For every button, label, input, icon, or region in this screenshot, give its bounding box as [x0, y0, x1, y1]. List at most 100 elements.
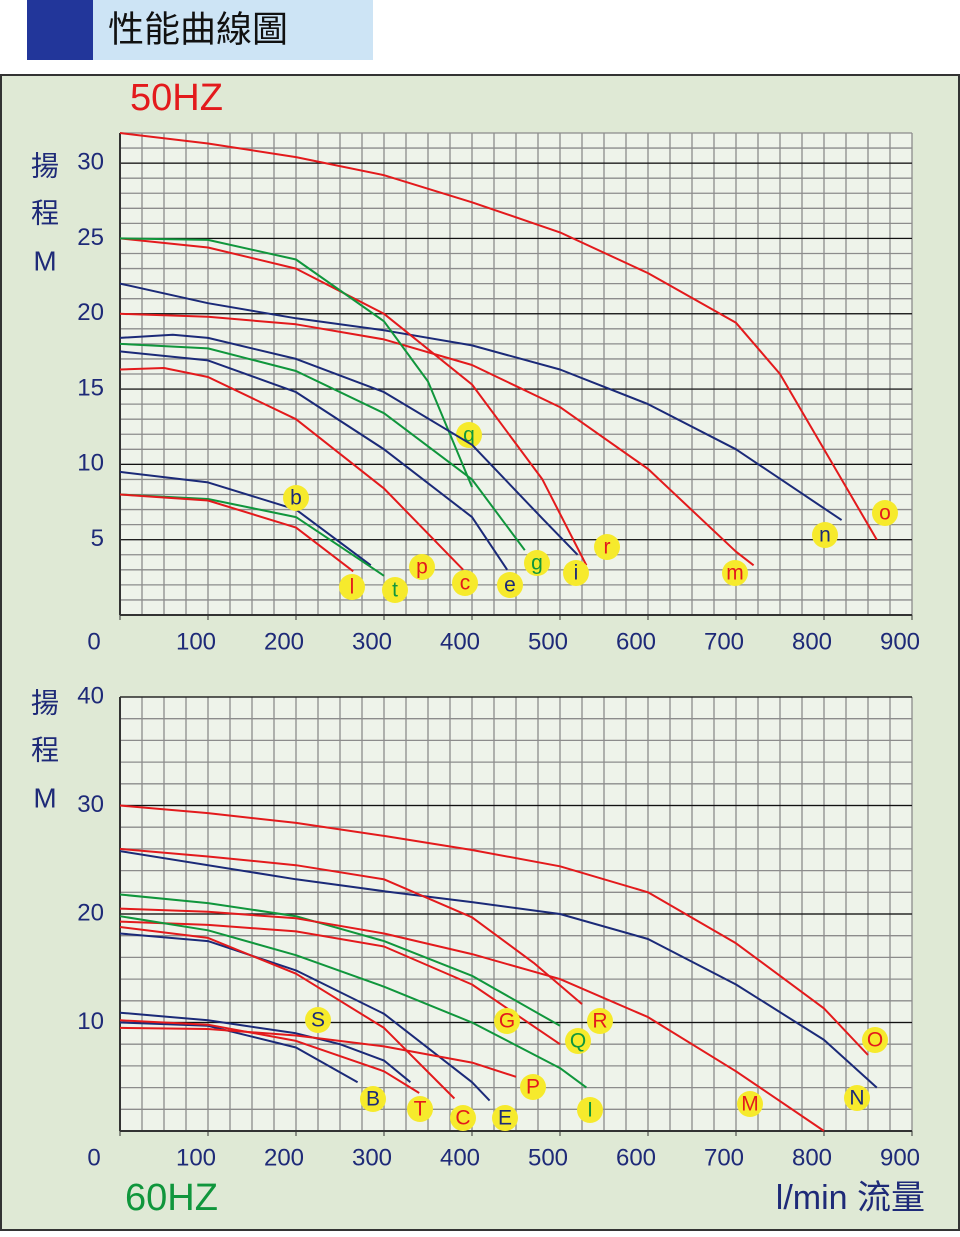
chart-title: 50HZ	[130, 77, 223, 119]
curve-label: Q	[570, 1030, 586, 1053]
curve-label: R	[592, 1010, 607, 1033]
curve-label-badge	[409, 554, 435, 580]
header-title: 性能曲線圖	[108, 9, 288, 50]
y-axis-label: 揚	[31, 687, 59, 718]
y-axis-label: M	[33, 245, 56, 276]
curve-label-badge	[520, 1074, 546, 1100]
x-tick-label: 200	[264, 1144, 304, 1171]
y-axis-label: 揚	[31, 150, 59, 181]
curve-label: N	[849, 1087, 864, 1110]
curve-label-badge	[862, 1027, 888, 1053]
x-tick-label: 800	[792, 1144, 832, 1171]
y-axis-label: 程	[31, 734, 59, 765]
curve	[119, 333, 579, 556]
y-tick-label: 25	[77, 224, 104, 251]
curve-label: p	[416, 556, 428, 579]
curve	[119, 237, 588, 566]
curve-label: c	[460, 572, 471, 595]
curve	[119, 893, 561, 1027]
x-tick-label: 400	[440, 1144, 480, 1171]
curve-label-badge	[494, 1008, 520, 1034]
curve-label: e	[504, 574, 516, 597]
y-tick-label: 10	[77, 450, 104, 477]
x-tick-label: 0	[87, 628, 100, 655]
chart-title: 60HZ	[125, 1177, 218, 1219]
curve	[119, 1026, 517, 1078]
curve	[119, 367, 464, 571]
curve-label: E	[498, 1107, 512, 1130]
y-axis-label: 程	[31, 197, 59, 228]
curve-label-badge	[844, 1085, 870, 1111]
header-band	[93, 0, 373, 60]
curve-label: I	[587, 1099, 593, 1122]
x-tick-label: 0	[87, 1144, 100, 1171]
curve-label: S	[311, 1009, 325, 1032]
curve-label-badge	[563, 560, 589, 586]
curve-label: l	[350, 576, 355, 599]
y-tick-label: 30	[77, 148, 104, 175]
y-axis-label: M	[33, 782, 56, 813]
y-tick-label: 20	[77, 899, 104, 926]
curve-label: n	[819, 524, 831, 547]
x-tick-label: 600	[616, 628, 656, 655]
curve	[119, 312, 755, 567]
curve-label-badge	[382, 577, 408, 603]
curve-label-badge	[497, 572, 523, 598]
curve	[119, 907, 825, 1132]
curve	[119, 850, 878, 1089]
curve-label-badge	[283, 485, 309, 511]
curve-label: B	[366, 1088, 380, 1111]
x-tick-label: 300	[352, 1144, 392, 1171]
y-tick-label: 15	[77, 374, 104, 401]
header-block	[27, 0, 93, 60]
curve-label-badge	[565, 1028, 591, 1054]
curve-label: m	[726, 562, 744, 585]
curve-label: T	[414, 1098, 427, 1121]
curve-label: q	[463, 424, 475, 447]
curve-label: G	[499, 1010, 515, 1033]
curve-label: r	[604, 536, 611, 559]
curve-label-badge	[722, 560, 748, 586]
x-tick-label: 900	[880, 1144, 920, 1171]
y-tick-label: 5	[91, 525, 104, 552]
y-tick-label: 10	[77, 1008, 104, 1035]
x-tick-label: 500	[528, 628, 568, 655]
curve-label: P	[526, 1076, 540, 1099]
curve-label: g	[531, 552, 543, 575]
x-tick-label: 900	[880, 628, 920, 655]
curve-label-badge	[305, 1007, 331, 1033]
x-tick-label: 100	[176, 1144, 216, 1171]
x-axis-label: l/min 流量	[776, 1179, 925, 1217]
curve-label-badge	[812, 522, 838, 548]
curve-label: b	[290, 487, 302, 510]
curve-label-badge	[492, 1105, 518, 1131]
curve	[119, 847, 583, 1005]
x-tick-label: 100	[176, 628, 216, 655]
y-tick-label: 40	[77, 682, 104, 709]
curve-label: o	[879, 502, 891, 525]
curve	[119, 237, 473, 488]
curve-label-badge	[737, 1091, 763, 1117]
curve	[119, 915, 587, 1089]
curve	[119, 282, 843, 521]
x-tick-label: 500	[528, 1144, 568, 1171]
x-tick-label: 600	[616, 1144, 656, 1171]
curve	[119, 920, 561, 1046]
y-tick-label: 20	[77, 299, 104, 326]
curve-label: O	[867, 1029, 883, 1052]
curve-label-badge	[594, 534, 620, 560]
curve-label: M	[741, 1093, 759, 1116]
x-tick-label: 200	[264, 628, 304, 655]
curve	[119, 1019, 420, 1094]
curve-label-badge	[450, 1105, 476, 1131]
curve-label: i	[574, 562, 579, 585]
x-tick-label: 800	[792, 628, 832, 655]
curve-label-badge	[524, 550, 550, 576]
curve	[119, 493, 354, 573]
curve-label-badge	[360, 1086, 386, 1112]
x-tick-label: 700	[704, 628, 744, 655]
x-tick-label: 300	[352, 628, 392, 655]
curve-label-badge	[407, 1096, 433, 1122]
curve-label-badge	[872, 500, 898, 526]
